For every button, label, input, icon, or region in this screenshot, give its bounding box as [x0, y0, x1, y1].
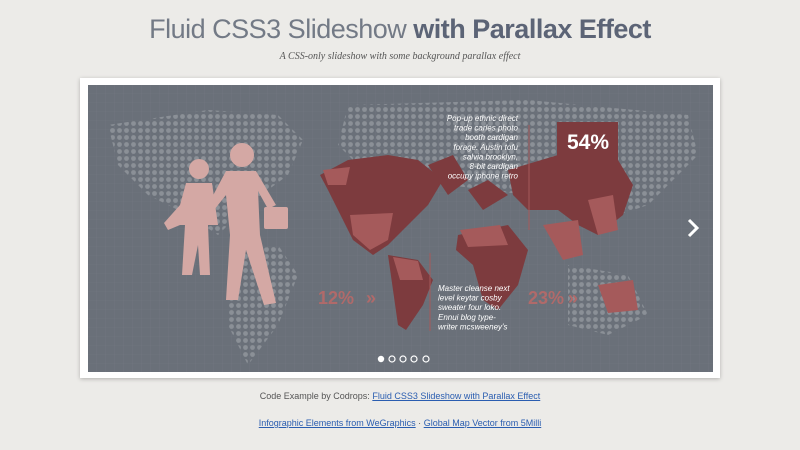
links: Infographic Elements from WeGraphics · G… [0, 418, 800, 428]
separator: · [418, 418, 422, 428]
credit-text: Code Example by Codrops: [259, 391, 370, 401]
text-line: booth cardigan [465, 133, 518, 142]
people [164, 143, 288, 305]
stat-left: 12% [318, 288, 354, 308]
stat-top: 54% [567, 131, 609, 154]
page-dot[interactable] [388, 355, 396, 363]
link-map[interactable]: Global Map Vector from 5Milli [423, 418, 542, 428]
chevrons: » [366, 288, 376, 308]
stat-right: 23% [528, 288, 564, 308]
next-arrow[interactable] [687, 218, 700, 238]
map [320, 155, 638, 330]
pagination [377, 355, 430, 363]
text-line: salvia brooklyn, [463, 152, 518, 161]
slide: 54% 12% » 23% » Pop-up ethnic directtrad… [88, 85, 713, 372]
title: Fluid CSS3 Slideshow with Parallax Effec… [0, 14, 800, 45]
text-line: Master cleanse next [438, 284, 510, 293]
subtitle: A CSS-only slideshow with some backgroun… [279, 51, 521, 62]
title-light: Fluid CSS3 Slideshow [149, 14, 407, 44]
page-dot[interactable] [422, 355, 430, 363]
text-line: writer mcsweeney's [438, 322, 508, 331]
page-dot[interactable] [410, 355, 418, 363]
credit: Code Example by Codrops: Fluid CSS3 Slid… [0, 391, 800, 401]
title-bold: with Parallax Effect [413, 14, 651, 44]
credit-link[interactable]: Fluid CSS3 Slideshow with Parallax Effec… [372, 391, 541, 401]
text-line: level keytar cosby [438, 294, 503, 303]
text-line: occupy iphone retro [448, 172, 519, 181]
chevrons: » [568, 288, 578, 308]
text-line: Pop-up ethnic direct [447, 114, 519, 123]
text-line: trade carles photo [454, 124, 519, 133]
page-dot[interactable] [399, 355, 407, 363]
page-dot[interactable] [377, 355, 385, 363]
text-line: Ennui blog type- [438, 313, 496, 322]
text-line: forage. Austin tofu [453, 143, 518, 152]
text-line: 8-bit cardigan [470, 162, 519, 171]
stat-box [557, 122, 618, 160]
link-infographic[interactable]: Infographic Elements from WeGraphics [258, 418, 416, 428]
text-line: sweater four loko. [438, 303, 501, 312]
